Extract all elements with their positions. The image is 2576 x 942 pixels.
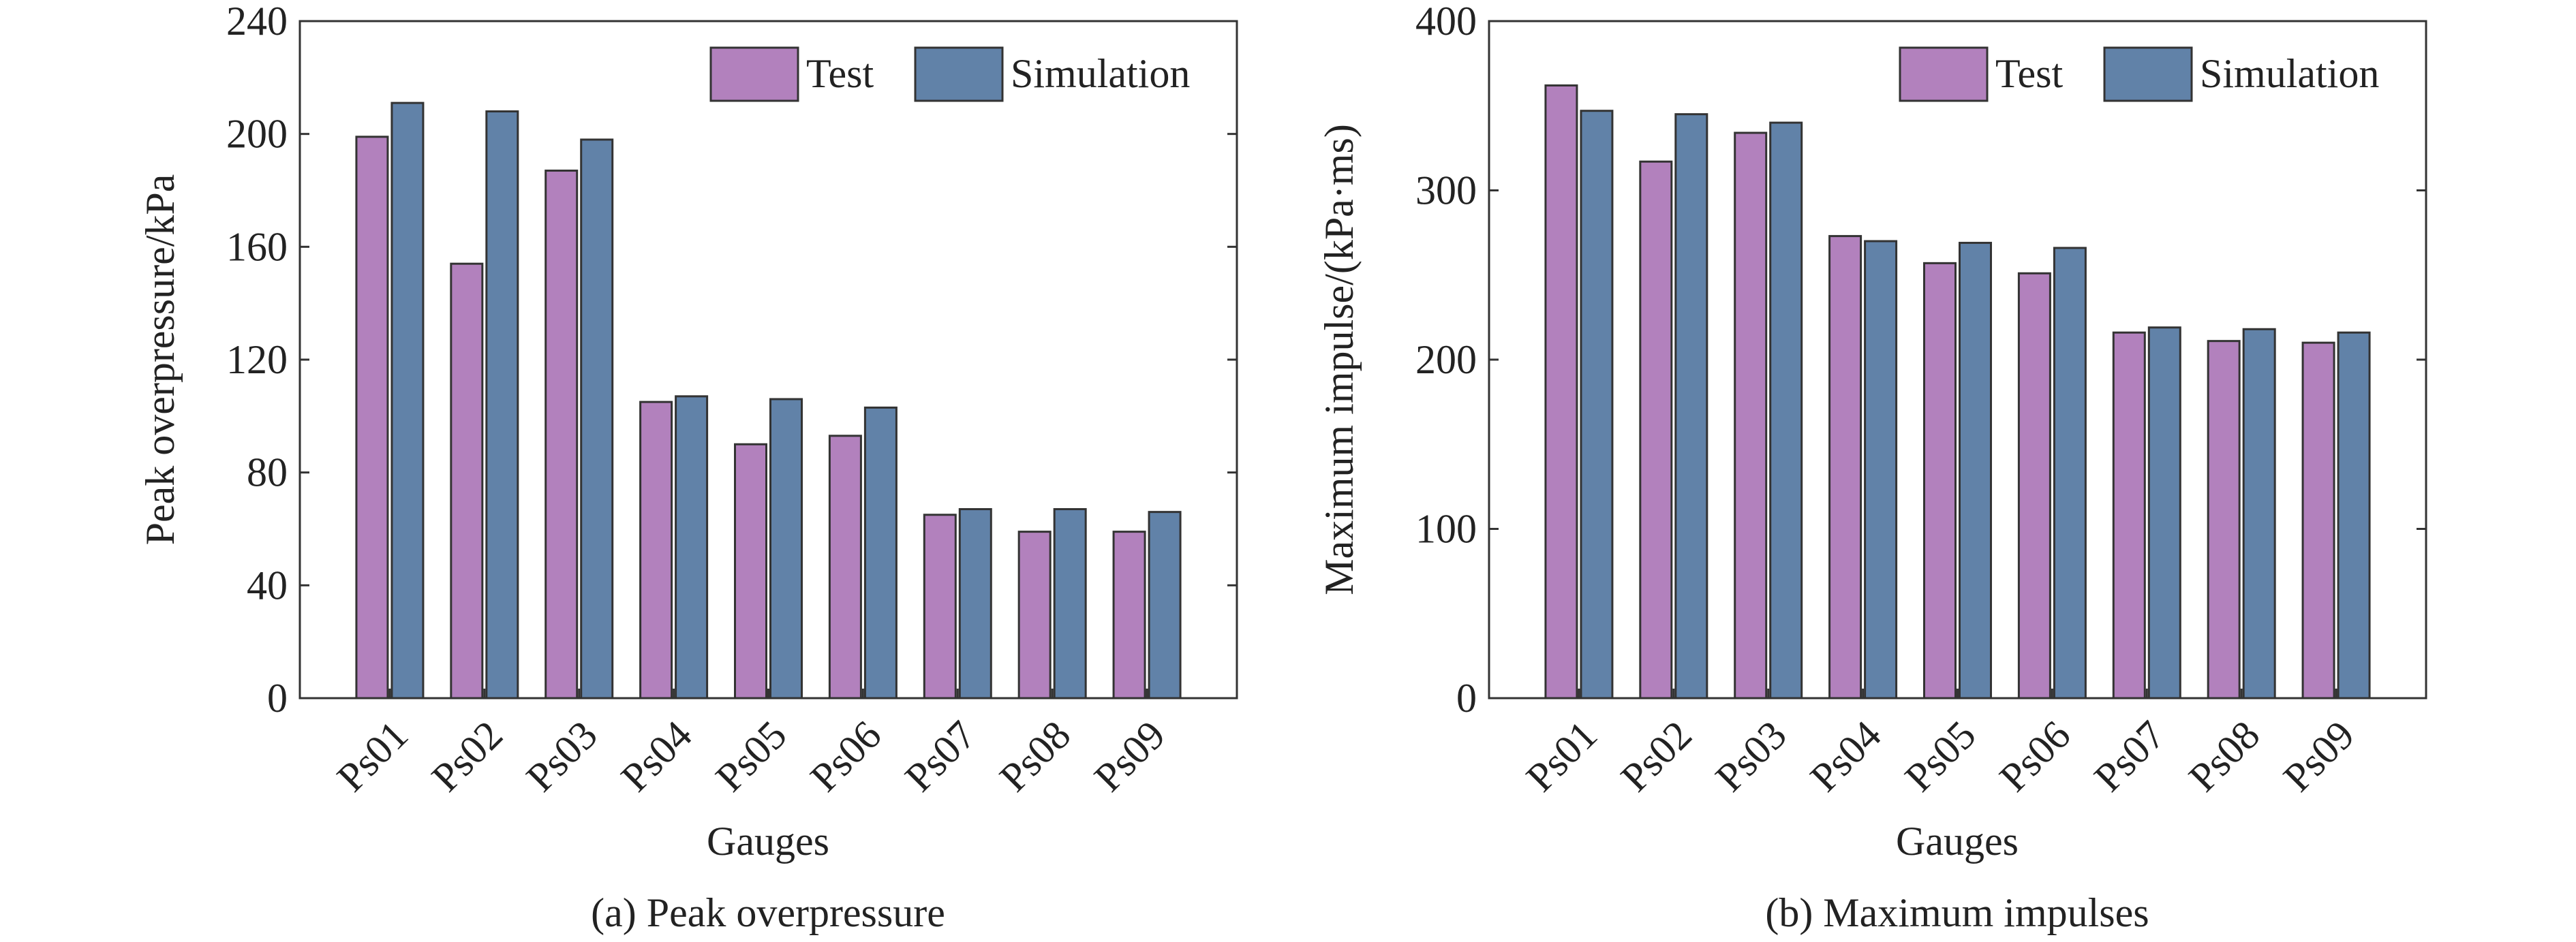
x-tick-label: Ps01 xyxy=(1518,712,1606,800)
x-tick-label: Ps05 xyxy=(1896,712,1984,800)
x-tick-label: Ps08 xyxy=(991,712,1079,800)
bar-simulation-ps07 xyxy=(958,508,992,700)
y-tick-label: 120 xyxy=(226,337,288,382)
x-tick-label: Ps06 xyxy=(801,712,889,800)
bar-test-ps05 xyxy=(734,443,767,700)
legend-label-test: Test xyxy=(806,51,874,96)
bar-simulation-ps03 xyxy=(1769,121,1803,700)
bar-test-ps04 xyxy=(639,401,673,700)
legend: Test Simulation xyxy=(709,46,1190,102)
y-tick-label: 40 xyxy=(247,563,288,608)
bar-simulation-ps05 xyxy=(1959,242,1992,700)
legend-label-simulation: Simulation xyxy=(2200,51,2379,96)
bar-test-ps01 xyxy=(1544,84,1578,700)
bar-simulation-ps06 xyxy=(2053,247,2087,700)
bar-test-ps03 xyxy=(1734,131,1768,700)
bar-simulation-ps02 xyxy=(485,110,519,700)
x-tick-label: Ps07 xyxy=(896,712,984,800)
x-tick-label: Ps04 xyxy=(1802,712,1890,800)
bar-simulation-ps06 xyxy=(863,406,898,700)
x-axis-label: Gauges xyxy=(707,819,829,864)
bar-test-ps08 xyxy=(2207,340,2241,700)
bar-test-ps02 xyxy=(450,262,484,700)
bar-simulation-ps08 xyxy=(1053,508,1087,700)
bar-test-ps01 xyxy=(355,136,389,700)
y-tick-label: 0 xyxy=(267,676,288,721)
y-tick-label: 100 xyxy=(1415,507,1477,552)
bar-simulation-ps01 xyxy=(390,101,425,700)
bar-simulation-ps05 xyxy=(769,398,803,700)
bar-test-ps07 xyxy=(2112,331,2146,700)
y-tick-label: 300 xyxy=(1415,168,1477,213)
x-tick-label: Ps02 xyxy=(423,712,511,800)
plot-frame xyxy=(1488,20,2427,700)
bar-simulation-ps03 xyxy=(580,138,614,700)
y-tick-label: 160 xyxy=(226,224,288,269)
bar-simulation-ps08 xyxy=(2242,328,2276,700)
bar-test-ps06 xyxy=(2017,272,2051,700)
y-tick-label: 80 xyxy=(247,450,288,495)
y-tick-label: 0 xyxy=(1456,676,1477,721)
bar-simulation-ps02 xyxy=(1674,113,1708,700)
bar-test-ps03 xyxy=(545,170,579,700)
bar-test-ps08 xyxy=(1017,531,1052,700)
bar-test-ps05 xyxy=(1923,262,1957,700)
bar-simulation-ps04 xyxy=(1864,240,1898,700)
y-axis-label: Maximum impulse/(kPa·ms) xyxy=(1317,124,1362,595)
bar-simulation-ps07 xyxy=(2147,326,2181,700)
bar-test-ps09 xyxy=(2301,341,2335,700)
y-tick-label: 240 xyxy=(226,0,288,44)
legend-swatch-simulation xyxy=(2103,46,2193,102)
legend: Test Simulation xyxy=(1899,46,2379,102)
x-tick-label: Ps03 xyxy=(1707,712,1795,800)
y-tick-label: 400 xyxy=(1415,0,1477,44)
x-tick-label: Ps01 xyxy=(328,712,416,800)
x-tick-label: Ps03 xyxy=(518,712,606,800)
legend-swatch-test xyxy=(709,46,799,102)
x-tick-label: Ps08 xyxy=(2180,712,2268,800)
bar-simulation-ps01 xyxy=(1580,110,1614,700)
plot-frame xyxy=(298,20,1238,700)
bar-test-ps04 xyxy=(1828,235,1862,700)
panel-caption: (b) Maximum impulses xyxy=(1765,890,2149,935)
x-tick-label: Ps05 xyxy=(707,712,795,800)
legend-label-simulation: Simulation xyxy=(1011,51,1190,96)
x-tick-label: Ps09 xyxy=(2275,712,2363,800)
x-tick-label: Ps07 xyxy=(2085,712,2173,800)
panel-caption: (a) Peak overpressure xyxy=(591,890,945,935)
y-tick-label: 200 xyxy=(1415,337,1477,382)
x-tick-label: Ps04 xyxy=(613,712,701,800)
bar-test-ps09 xyxy=(1112,531,1146,700)
bar-simulation-ps04 xyxy=(675,395,709,700)
bar-test-ps07 xyxy=(923,514,957,700)
bar-test-ps06 xyxy=(828,435,862,700)
x-tick-label: Ps06 xyxy=(1991,712,2079,800)
legend-swatch-simulation xyxy=(914,46,1004,102)
bar-test-ps02 xyxy=(1639,160,1673,700)
x-axis-label: Gauges xyxy=(1896,819,2019,864)
y-tick-label: 200 xyxy=(226,112,288,157)
y-axis-label: Peak overpressure/kPa xyxy=(138,174,183,546)
x-tick-label: Ps02 xyxy=(1612,712,1700,800)
legend-label-test: Test xyxy=(1995,51,2063,96)
bar-simulation-ps09 xyxy=(2337,331,2371,700)
legend-swatch-test xyxy=(1899,46,1989,102)
bar-simulation-ps09 xyxy=(1148,511,1182,700)
x-tick-label: Ps09 xyxy=(1086,712,1174,800)
